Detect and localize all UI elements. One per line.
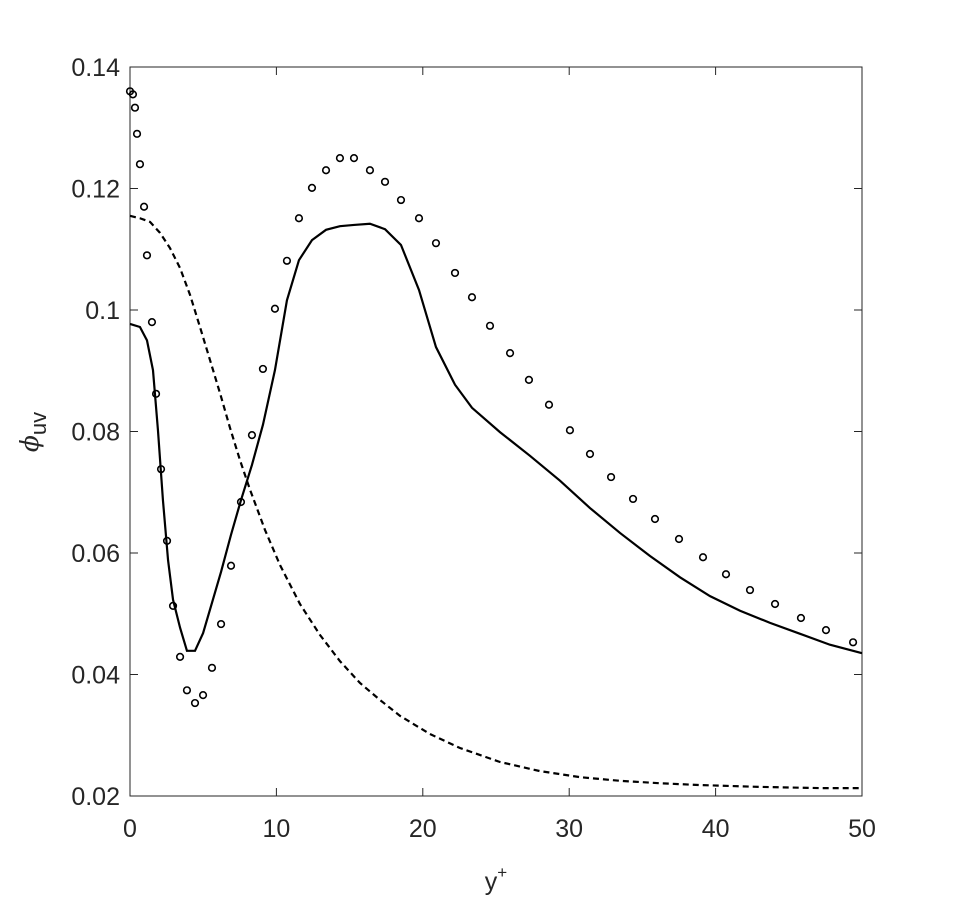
data-point	[135, 160, 145, 169]
data-point	[349, 154, 359, 163]
data-point	[321, 166, 331, 175]
data-point	[130, 103, 140, 112]
data-point	[674, 534, 684, 544]
y-tick-label: 0.08	[71, 419, 120, 447]
data-point	[258, 364, 268, 374]
data-point	[848, 638, 858, 647]
y-tick-label: 0.12	[71, 176, 120, 204]
x-tick-label: 30	[555, 815, 583, 843]
data-point	[247, 431, 257, 440]
data-point	[821, 626, 831, 635]
data-point	[142, 251, 152, 260]
data-point	[524, 375, 534, 384]
y-tick-label: 0.1	[85, 297, 120, 325]
data-point	[365, 166, 375, 175]
data-point	[307, 183, 317, 192]
data-point	[216, 619, 226, 629]
data-point	[190, 698, 200, 708]
y-tick-label: 0.14	[71, 54, 120, 82]
x-label-sup: +	[497, 863, 507, 882]
data-point	[650, 514, 660, 524]
y-tick-label: 0.04	[71, 662, 120, 690]
data-point	[294, 214, 304, 223]
data-point	[450, 268, 460, 278]
y-tick-label: 0.02	[71, 783, 120, 811]
data-point	[335, 154, 345, 163]
data-point	[128, 90, 138, 99]
data-point	[721, 570, 731, 579]
data-point	[396, 195, 406, 205]
plot-frame	[129, 66, 863, 797]
data-point	[198, 691, 208, 700]
data-point	[606, 472, 616, 482]
x-axis-label: y+	[485, 863, 508, 896]
data-point	[175, 652, 185, 661]
data-point	[698, 553, 708, 562]
y-label-symbol: ϕ	[15, 435, 44, 452]
data-point	[467, 293, 477, 302]
x-label-base: y	[485, 868, 498, 896]
data-point	[544, 400, 554, 409]
data-point	[380, 177, 390, 186]
y-axis-label: ϕuv	[15, 412, 51, 452]
data-point	[270, 304, 280, 313]
x-tick-label: 20	[409, 815, 437, 843]
y-tick-label: 0.06	[71, 540, 120, 568]
data-point	[207, 663, 217, 672]
data-point	[182, 686, 192, 695]
data-point	[485, 321, 495, 330]
solid-line	[129, 222, 863, 655]
data-point	[585, 449, 595, 459]
y-label-sub: uv	[26, 412, 51, 435]
data-point	[565, 426, 575, 435]
x-tick-label: 0	[123, 815, 137, 843]
x-tick-label: 50	[848, 815, 876, 843]
data-point	[226, 561, 236, 570]
data-point	[282, 256, 292, 265]
data-point	[745, 585, 755, 595]
data-point	[770, 599, 780, 609]
x-tick-label: 10	[262, 815, 290, 843]
data-point	[139, 202, 149, 211]
data-point	[505, 349, 515, 358]
data-point	[431, 239, 441, 248]
x-tick-label: 40	[702, 815, 730, 843]
data-point	[147, 318, 157, 327]
data-point	[796, 613, 806, 623]
data-point	[132, 129, 142, 138]
dashed-line	[129, 214, 862, 790]
data-point	[628, 494, 638, 504]
data-point	[414, 214, 424, 223]
